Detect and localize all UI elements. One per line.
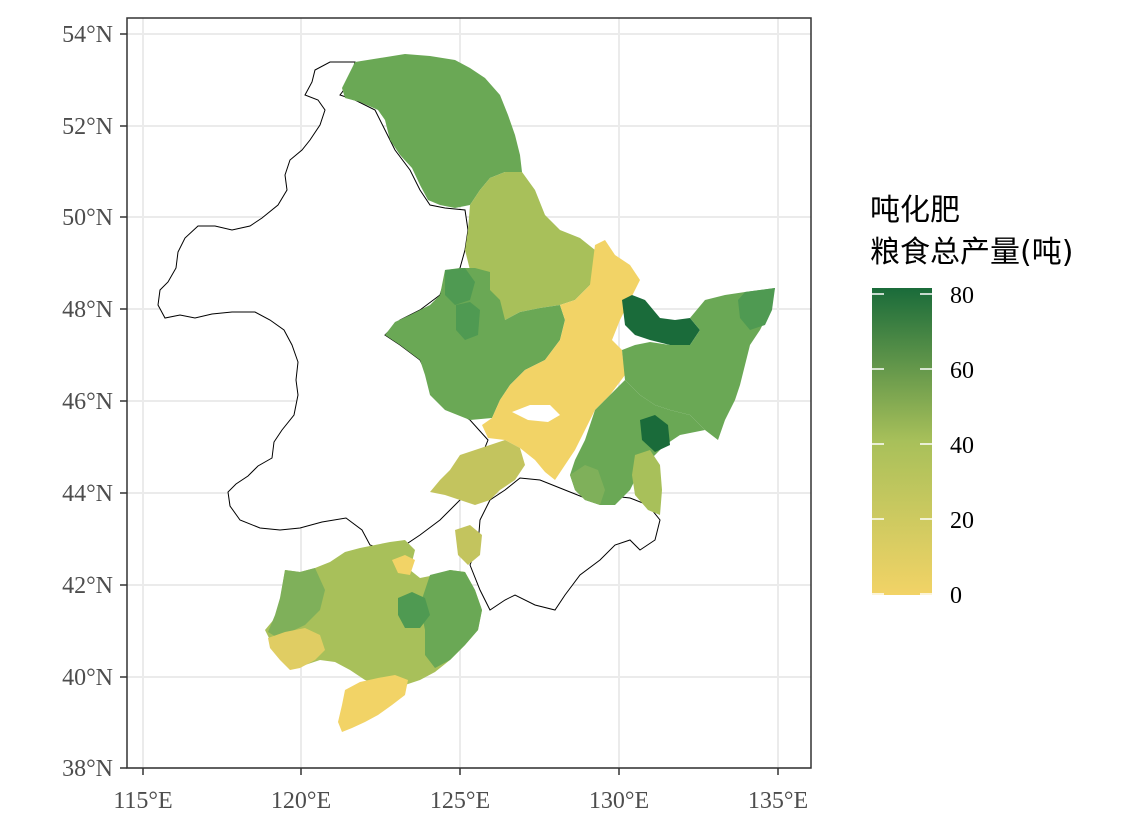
region-jilin-south [455, 525, 482, 565]
region-outline-southeast [469, 477, 661, 611]
region-jilin-east [570, 465, 605, 505]
axis-ticks [120, 33, 779, 775]
legend-label: 40 [950, 433, 974, 459]
region-northeast-darkest [622, 295, 700, 345]
region-jilin-west [430, 440, 525, 505]
x-tick-label: 130°E [589, 788, 649, 814]
x-tick-label: 115°E [113, 788, 172, 814]
legend-colorbar [872, 288, 932, 595]
legend-label: 20 [950, 508, 974, 534]
region-east-edge [738, 288, 775, 330]
legend-label: 80 [950, 283, 974, 309]
region-mudanjiang [570, 380, 705, 505]
region-liaoning-shenyang [398, 592, 430, 628]
y-tick-label: 44°N [62, 481, 113, 507]
y-tick-label: 54°N [62, 22, 113, 48]
region-heilongjiang-center [465, 172, 600, 320]
region-east [622, 288, 775, 440]
legend: 吨化肥 粮食总产量(吨) 80 60 40 20 0 [870, 193, 1073, 609]
y-tick-label: 38°N [62, 756, 113, 782]
y-tick-label: 42°N [62, 573, 113, 599]
y-tick-label: 52°N [62, 114, 113, 140]
region-olive-south-east [632, 450, 662, 515]
y-tick-label: 40°N [62, 665, 113, 691]
region-small-sand [392, 555, 415, 575]
region-sand-central [482, 240, 640, 480]
legend-label: 60 [950, 358, 974, 384]
y-tick-label: 46°N [62, 389, 113, 415]
x-tick-label: 135°E [748, 788, 808, 814]
x-tick-label: 120°E [271, 788, 331, 814]
region-liaoning-east [420, 570, 482, 668]
y-axis-labels: 54°N 52°N 50°N 48°N 46°N 44°N 42°N 40°N … [62, 22, 113, 782]
region-dark-patch-3 [640, 415, 670, 452]
region-liaoning-west [268, 568, 325, 638]
y-tick-label: 48°N [62, 297, 113, 323]
region-lake [512, 405, 560, 422]
legend-title-line1: 吨化肥 [870, 193, 960, 228]
x-tick-label: 125°E [430, 788, 490, 814]
panel-border [126, 17, 812, 769]
x-axis-labels: 115°E 120°E 125°E 130°E 135°E [113, 788, 808, 814]
region-qiqihar [385, 268, 565, 420]
region-dark-patch-2 [445, 268, 475, 305]
legend-ticks [872, 293, 932, 595]
region-liaoning-southwest [268, 628, 325, 670]
region-heilongjiang-north [342, 54, 522, 208]
region-dalian [338, 675, 408, 732]
y-tick-label: 50°N [62, 205, 113, 231]
legend-title-line2: 粮食总产量(吨) [870, 235, 1073, 270]
legend-label: 0 [950, 583, 962, 609]
region-dark-patch-1 [456, 302, 480, 340]
